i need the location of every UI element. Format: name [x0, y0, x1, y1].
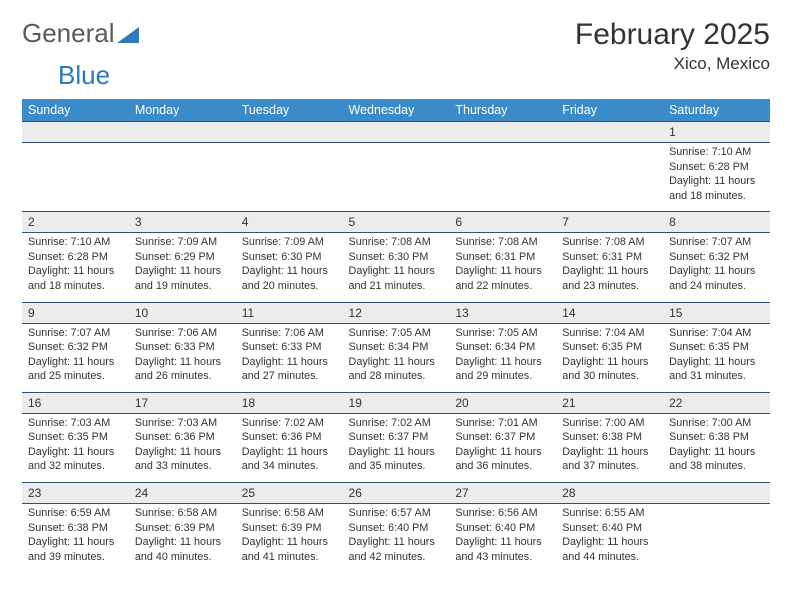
- day-number-cell: 15: [663, 302, 770, 323]
- day-number-cell: 12: [343, 302, 450, 323]
- day-number-cell: [449, 122, 556, 143]
- day-number-cell: 6: [449, 212, 556, 233]
- day-number-cell: 28: [556, 483, 663, 504]
- day-number-cell: 11: [236, 302, 343, 323]
- day-detail-cell: Sunrise: 7:04 AMSunset: 6:35 PMDaylight:…: [663, 323, 770, 392]
- day-detail-cell: [22, 143, 129, 212]
- day-number-cell: 1: [663, 122, 770, 143]
- day-header-row: Sunday Monday Tuesday Wednesday Thursday…: [22, 99, 770, 122]
- day-detail-cell: Sunrise: 6:57 AMSunset: 6:40 PMDaylight:…: [343, 504, 450, 573]
- day-number-cell: 2: [22, 212, 129, 233]
- day-header: Friday: [556, 99, 663, 122]
- day-number-cell: 19: [343, 392, 450, 413]
- brand-logo: General: [22, 18, 139, 49]
- day-detail-cell: Sunrise: 7:05 AMSunset: 6:34 PMDaylight:…: [343, 323, 450, 392]
- day-detail-cell: Sunrise: 7:09 AMSunset: 6:30 PMDaylight:…: [236, 233, 343, 302]
- day-detail-cell: Sunrise: 7:06 AMSunset: 6:33 PMDaylight:…: [129, 323, 236, 392]
- day-number-cell: 18: [236, 392, 343, 413]
- day-number-cell: 10: [129, 302, 236, 323]
- page-title: February 2025: [575, 18, 770, 52]
- day-number-cell: 9: [22, 302, 129, 323]
- day-number-cell: 4: [236, 212, 343, 233]
- day-detail-cell: Sunrise: 6:59 AMSunset: 6:38 PMDaylight:…: [22, 504, 129, 573]
- day-number-cell: 14: [556, 302, 663, 323]
- day-detail-cell: [236, 143, 343, 212]
- day-number-cell: 26: [343, 483, 450, 504]
- day-detail-cell: Sunrise: 7:08 AMSunset: 6:31 PMDaylight:…: [556, 233, 663, 302]
- day-number-cell: [129, 122, 236, 143]
- day-detail-cell: Sunrise: 7:04 AMSunset: 6:35 PMDaylight:…: [556, 323, 663, 392]
- calendar-page: General February 2025 Xico, Mexico Blue …: [0, 0, 792, 590]
- day-detail-cell: Sunrise: 7:03 AMSunset: 6:35 PMDaylight:…: [22, 413, 129, 482]
- day-number-cell: [343, 122, 450, 143]
- brand-part2: Blue: [58, 60, 792, 91]
- day-number-cell: 22: [663, 392, 770, 413]
- day-header: Tuesday: [236, 99, 343, 122]
- day-detail-cell: Sunrise: 7:02 AMSunset: 6:36 PMDaylight:…: [236, 413, 343, 482]
- detail-row: Sunrise: 6:59 AMSunset: 6:38 PMDaylight:…: [22, 504, 770, 573]
- brand-part1: General: [22, 18, 115, 49]
- day-detail-cell: Sunrise: 7:10 AMSunset: 6:28 PMDaylight:…: [663, 143, 770, 212]
- day-number-cell: 17: [129, 392, 236, 413]
- day-number-cell: [22, 122, 129, 143]
- day-header: Monday: [129, 99, 236, 122]
- day-detail-cell: Sunrise: 7:03 AMSunset: 6:36 PMDaylight:…: [129, 413, 236, 482]
- calendar-body: 1 Sunrise: 7:10 AMSunset: 6:28 PMDayligh…: [22, 122, 770, 573]
- day-number-cell: 24: [129, 483, 236, 504]
- detail-row: Sunrise: 7:03 AMSunset: 6:35 PMDaylight:…: [22, 413, 770, 482]
- day-detail-cell: Sunrise: 7:05 AMSunset: 6:34 PMDaylight:…: [449, 323, 556, 392]
- day-detail-cell: [556, 143, 663, 212]
- day-number-cell: 23: [22, 483, 129, 504]
- day-detail-cell: Sunrise: 7:10 AMSunset: 6:28 PMDaylight:…: [22, 233, 129, 302]
- day-detail-cell: Sunrise: 7:02 AMSunset: 6:37 PMDaylight:…: [343, 413, 450, 482]
- day-number-cell: [663, 483, 770, 504]
- day-number-cell: 21: [556, 392, 663, 413]
- daynum-row: 1: [22, 122, 770, 143]
- day-number-cell: 20: [449, 392, 556, 413]
- day-number-cell: 25: [236, 483, 343, 504]
- day-number-cell: 16: [22, 392, 129, 413]
- detail-row: Sunrise: 7:10 AMSunset: 6:28 PMDaylight:…: [22, 233, 770, 302]
- brand-triangle-icon: [117, 27, 139, 43]
- day-detail-cell: Sunrise: 7:06 AMSunset: 6:33 PMDaylight:…: [236, 323, 343, 392]
- day-detail-cell: Sunrise: 6:56 AMSunset: 6:40 PMDaylight:…: [449, 504, 556, 573]
- day-number-cell: 8: [663, 212, 770, 233]
- day-detail-cell: [343, 143, 450, 212]
- day-header: Sunday: [22, 99, 129, 122]
- day-detail-cell: Sunrise: 7:00 AMSunset: 6:38 PMDaylight:…: [663, 413, 770, 482]
- daynum-row: 232425262728: [22, 483, 770, 504]
- day-detail-cell: Sunrise: 6:58 AMSunset: 6:39 PMDaylight:…: [129, 504, 236, 573]
- day-detail-cell: [129, 143, 236, 212]
- day-detail-cell: Sunrise: 7:08 AMSunset: 6:31 PMDaylight:…: [449, 233, 556, 302]
- day-number-cell: 27: [449, 483, 556, 504]
- day-header: Thursday: [449, 99, 556, 122]
- day-detail-cell: Sunrise: 6:58 AMSunset: 6:39 PMDaylight:…: [236, 504, 343, 573]
- day-detail-cell: [449, 143, 556, 212]
- day-header: Wednesday: [343, 99, 450, 122]
- daynum-row: 2345678: [22, 212, 770, 233]
- day-number-cell: 7: [556, 212, 663, 233]
- day-detail-cell: Sunrise: 6:55 AMSunset: 6:40 PMDaylight:…: [556, 504, 663, 573]
- daynum-row: 16171819202122: [22, 392, 770, 413]
- day-detail-cell: Sunrise: 7:07 AMSunset: 6:32 PMDaylight:…: [22, 323, 129, 392]
- day-number-cell: 13: [449, 302, 556, 323]
- detail-row: Sunrise: 7:07 AMSunset: 6:32 PMDaylight:…: [22, 323, 770, 392]
- day-detail-cell: [663, 504, 770, 573]
- day-number-cell: [236, 122, 343, 143]
- day-number-cell: [556, 122, 663, 143]
- day-detail-cell: Sunrise: 7:01 AMSunset: 6:37 PMDaylight:…: [449, 413, 556, 482]
- calendar-table: Sunday Monday Tuesday Wednesday Thursday…: [22, 99, 770, 572]
- day-header: Saturday: [663, 99, 770, 122]
- day-detail-cell: Sunrise: 7:09 AMSunset: 6:29 PMDaylight:…: [129, 233, 236, 302]
- day-number-cell: 5: [343, 212, 450, 233]
- day-number-cell: 3: [129, 212, 236, 233]
- day-detail-cell: Sunrise: 7:07 AMSunset: 6:32 PMDaylight:…: [663, 233, 770, 302]
- daynum-row: 9101112131415: [22, 302, 770, 323]
- detail-row: Sunrise: 7:10 AMSunset: 6:28 PMDaylight:…: [22, 143, 770, 212]
- day-detail-cell: Sunrise: 7:08 AMSunset: 6:30 PMDaylight:…: [343, 233, 450, 302]
- day-detail-cell: Sunrise: 7:00 AMSunset: 6:38 PMDaylight:…: [556, 413, 663, 482]
